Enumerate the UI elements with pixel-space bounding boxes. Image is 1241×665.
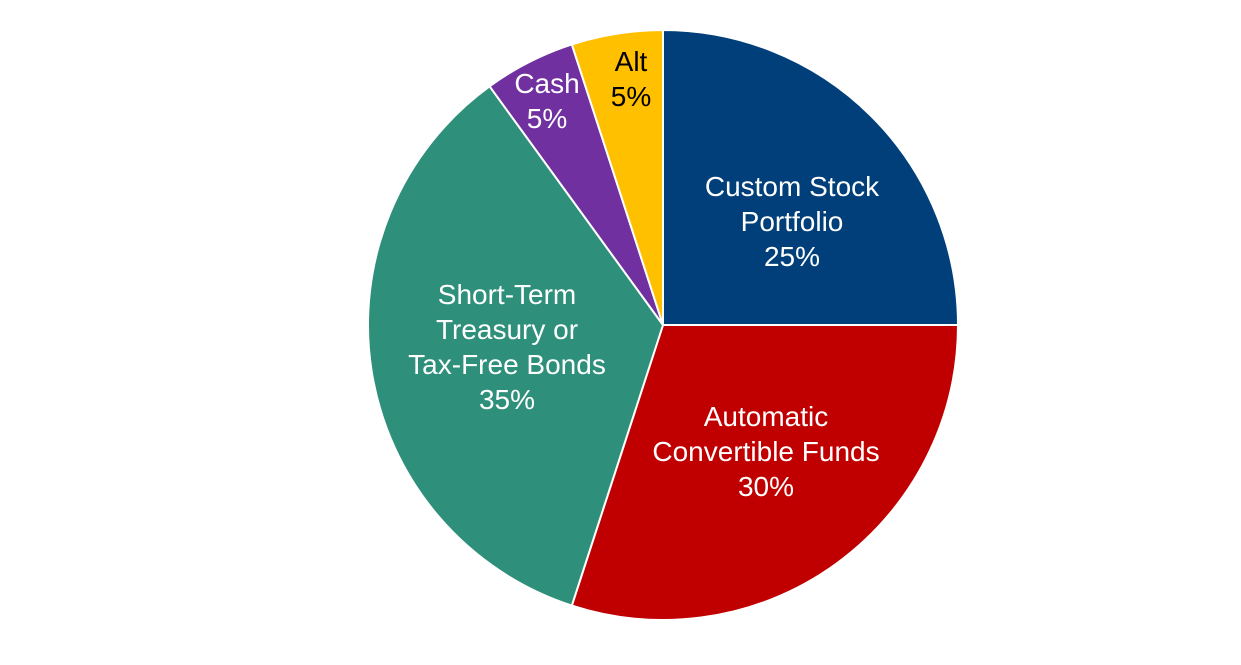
pie-slice-label-4: Alt 5% bbox=[611, 46, 651, 112]
pie-slice-label-3: Cash 5% bbox=[514, 68, 579, 134]
pie-slice-value-label: 25% bbox=[764, 241, 820, 272]
pie-slice-value-label: 30% bbox=[738, 471, 794, 502]
pie-slice-category-label: Tax-Free Bonds bbox=[408, 349, 606, 380]
pie-slice-category-label: Short-Term bbox=[438, 279, 576, 310]
pie-slice-label-1: Automatic Convertible Funds 30% bbox=[652, 401, 879, 502]
pie-slice-category-label: Custom Stock bbox=[705, 171, 880, 202]
pie-slice-category-label: Alt bbox=[615, 46, 648, 77]
pie-slice-value-label: 5% bbox=[611, 81, 651, 112]
pie-slice-category-label: Automatic bbox=[704, 401, 829, 432]
pie-slice-label-2: Short-Term Treasury or Tax-Free Bonds 35% bbox=[408, 279, 606, 415]
pie-slice-2 bbox=[367, 85, 664, 607]
pie-slice-4 bbox=[570, 29, 664, 326]
pie-slice-value-label: 35% bbox=[479, 384, 535, 415]
pie-slice-label-0: Custom Stock Portfolio 25% bbox=[705, 171, 880, 272]
pie-slice-category-label: Portfolio bbox=[741, 206, 844, 237]
pie-slice-category-label: Treasury or bbox=[436, 314, 578, 345]
pie-slice-value-label: 5% bbox=[527, 103, 567, 134]
pie-slice-category-label: Cash bbox=[514, 68, 579, 99]
pie-labels: Custom Stock Portfolio 25% Automatic Convert… bbox=[408, 46, 880, 502]
pie-slice-0 bbox=[662, 29, 959, 326]
pie-slice-1 bbox=[570, 324, 959, 621]
pie-slices bbox=[367, 29, 959, 621]
pie-slice-category-label: Convertible Funds bbox=[652, 436, 879, 467]
